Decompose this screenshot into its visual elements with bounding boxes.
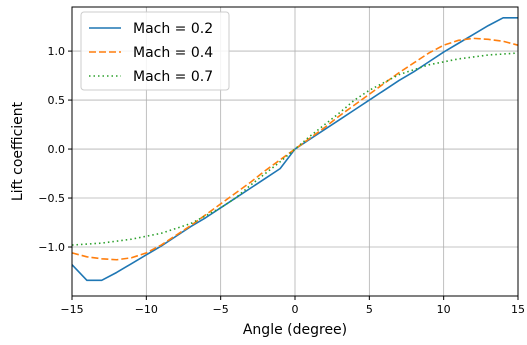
y-tick-label: 1.0 — [48, 45, 66, 58]
plot-lines — [71, 16, 519, 282]
y-tick-label: −1.0 — [38, 241, 65, 254]
series-line-2 — [71, 37, 519, 261]
legend-label-3: Mach = 0.7 — [133, 69, 213, 85]
ticks: −15 −10 −5 0 5 10 15 −1.0 −0.5 0.0 0.5 1.0 — [38, 45, 525, 316]
legend-box — [80, 11, 230, 91]
y-tick-label: −0.5 — [38, 192, 65, 205]
legend-label-1: Mach = 0.2 — [133, 21, 213, 37]
y-tick-label: 0.5 — [48, 94, 66, 107]
x-tick-label: 5 — [366, 303, 373, 316]
x-tick-label: 10 — [437, 303, 451, 316]
x-axis-label: Angle (degree) — [243, 322, 347, 338]
series-line-1 — [71, 16, 518, 282]
plot-frame — [71, 6, 519, 297]
x-tick-label: −5 — [213, 303, 229, 316]
x-tick-label: 15 — [511, 303, 525, 316]
legend: Mach = 0.2 Mach = 0.4 Mach = 0.7 — [80, 11, 230, 91]
y-tick-label: 0.0 — [48, 143, 66, 156]
x-tick-label: −15 — [60, 303, 83, 316]
legend-label-2: Mach = 0.4 — [133, 45, 213, 61]
y-axis-label: Lift coefficient — [10, 101, 26, 201]
x-tick-label: 0 — [292, 303, 299, 316]
x-tick-label: −10 — [135, 303, 158, 316]
